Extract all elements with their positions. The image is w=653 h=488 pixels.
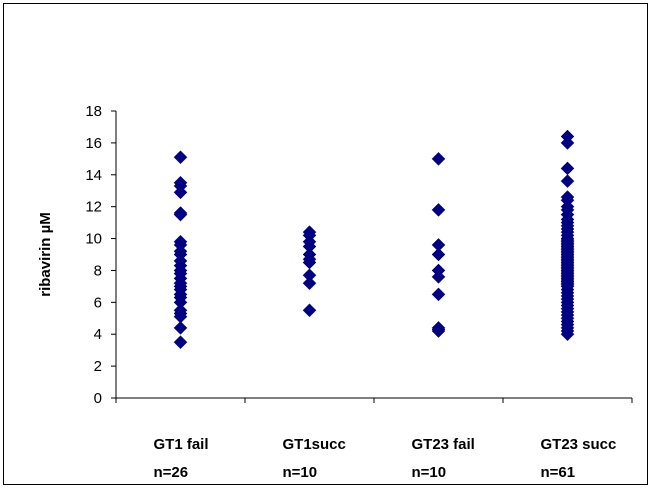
category-label: GT1succ xyxy=(283,436,346,453)
y-tick-label: 8 xyxy=(94,262,102,279)
y-tick-label: 16 xyxy=(85,135,102,152)
category-count-label: n=26 xyxy=(154,464,189,481)
y-tick-labels: 0 2 4 6 8 10 12 14 16 18 xyxy=(85,103,102,407)
data-point xyxy=(431,203,446,217)
y-tick-label: 4 xyxy=(94,326,102,343)
data-point xyxy=(431,151,446,166)
y-tick-label: 10 xyxy=(85,231,102,248)
data-point xyxy=(173,185,188,200)
category-count-label: n=10 xyxy=(283,464,318,481)
category-label: GT23 fail xyxy=(412,436,475,453)
data-point xyxy=(302,303,317,318)
category-count-label: n=61 xyxy=(541,464,576,481)
data-point xyxy=(560,136,575,150)
data-point xyxy=(560,174,575,189)
y-tick-label: 0 xyxy=(94,390,102,407)
data-point xyxy=(173,335,188,350)
data-point xyxy=(560,327,575,342)
category-count-label: n=10 xyxy=(412,464,447,481)
y-axis-label: ribavirin µM xyxy=(37,212,54,297)
chart-frame xyxy=(3,3,648,485)
y-tick-label: 18 xyxy=(85,103,102,120)
category-label: GT1 fail xyxy=(154,436,209,453)
category-label: GT23 succ xyxy=(541,436,617,453)
data-point xyxy=(431,247,446,262)
data-point xyxy=(431,269,446,284)
y-tick-label: 12 xyxy=(85,199,102,216)
data-point xyxy=(431,324,446,338)
data-point xyxy=(560,161,575,176)
axes xyxy=(111,110,633,403)
data-point xyxy=(173,150,188,165)
category-labels: GT1 fail n=26 GT1succ n=10 GT23 fail n=10 GT23… xyxy=(154,436,617,481)
y-tick-label: 6 xyxy=(94,294,102,311)
y-tick-label: 2 xyxy=(94,358,102,375)
data-points xyxy=(173,129,575,350)
data-point xyxy=(173,207,188,222)
data-point xyxy=(173,320,188,335)
data-point xyxy=(302,276,317,291)
data-point xyxy=(431,287,446,302)
y-tick-label: 14 xyxy=(85,167,102,184)
